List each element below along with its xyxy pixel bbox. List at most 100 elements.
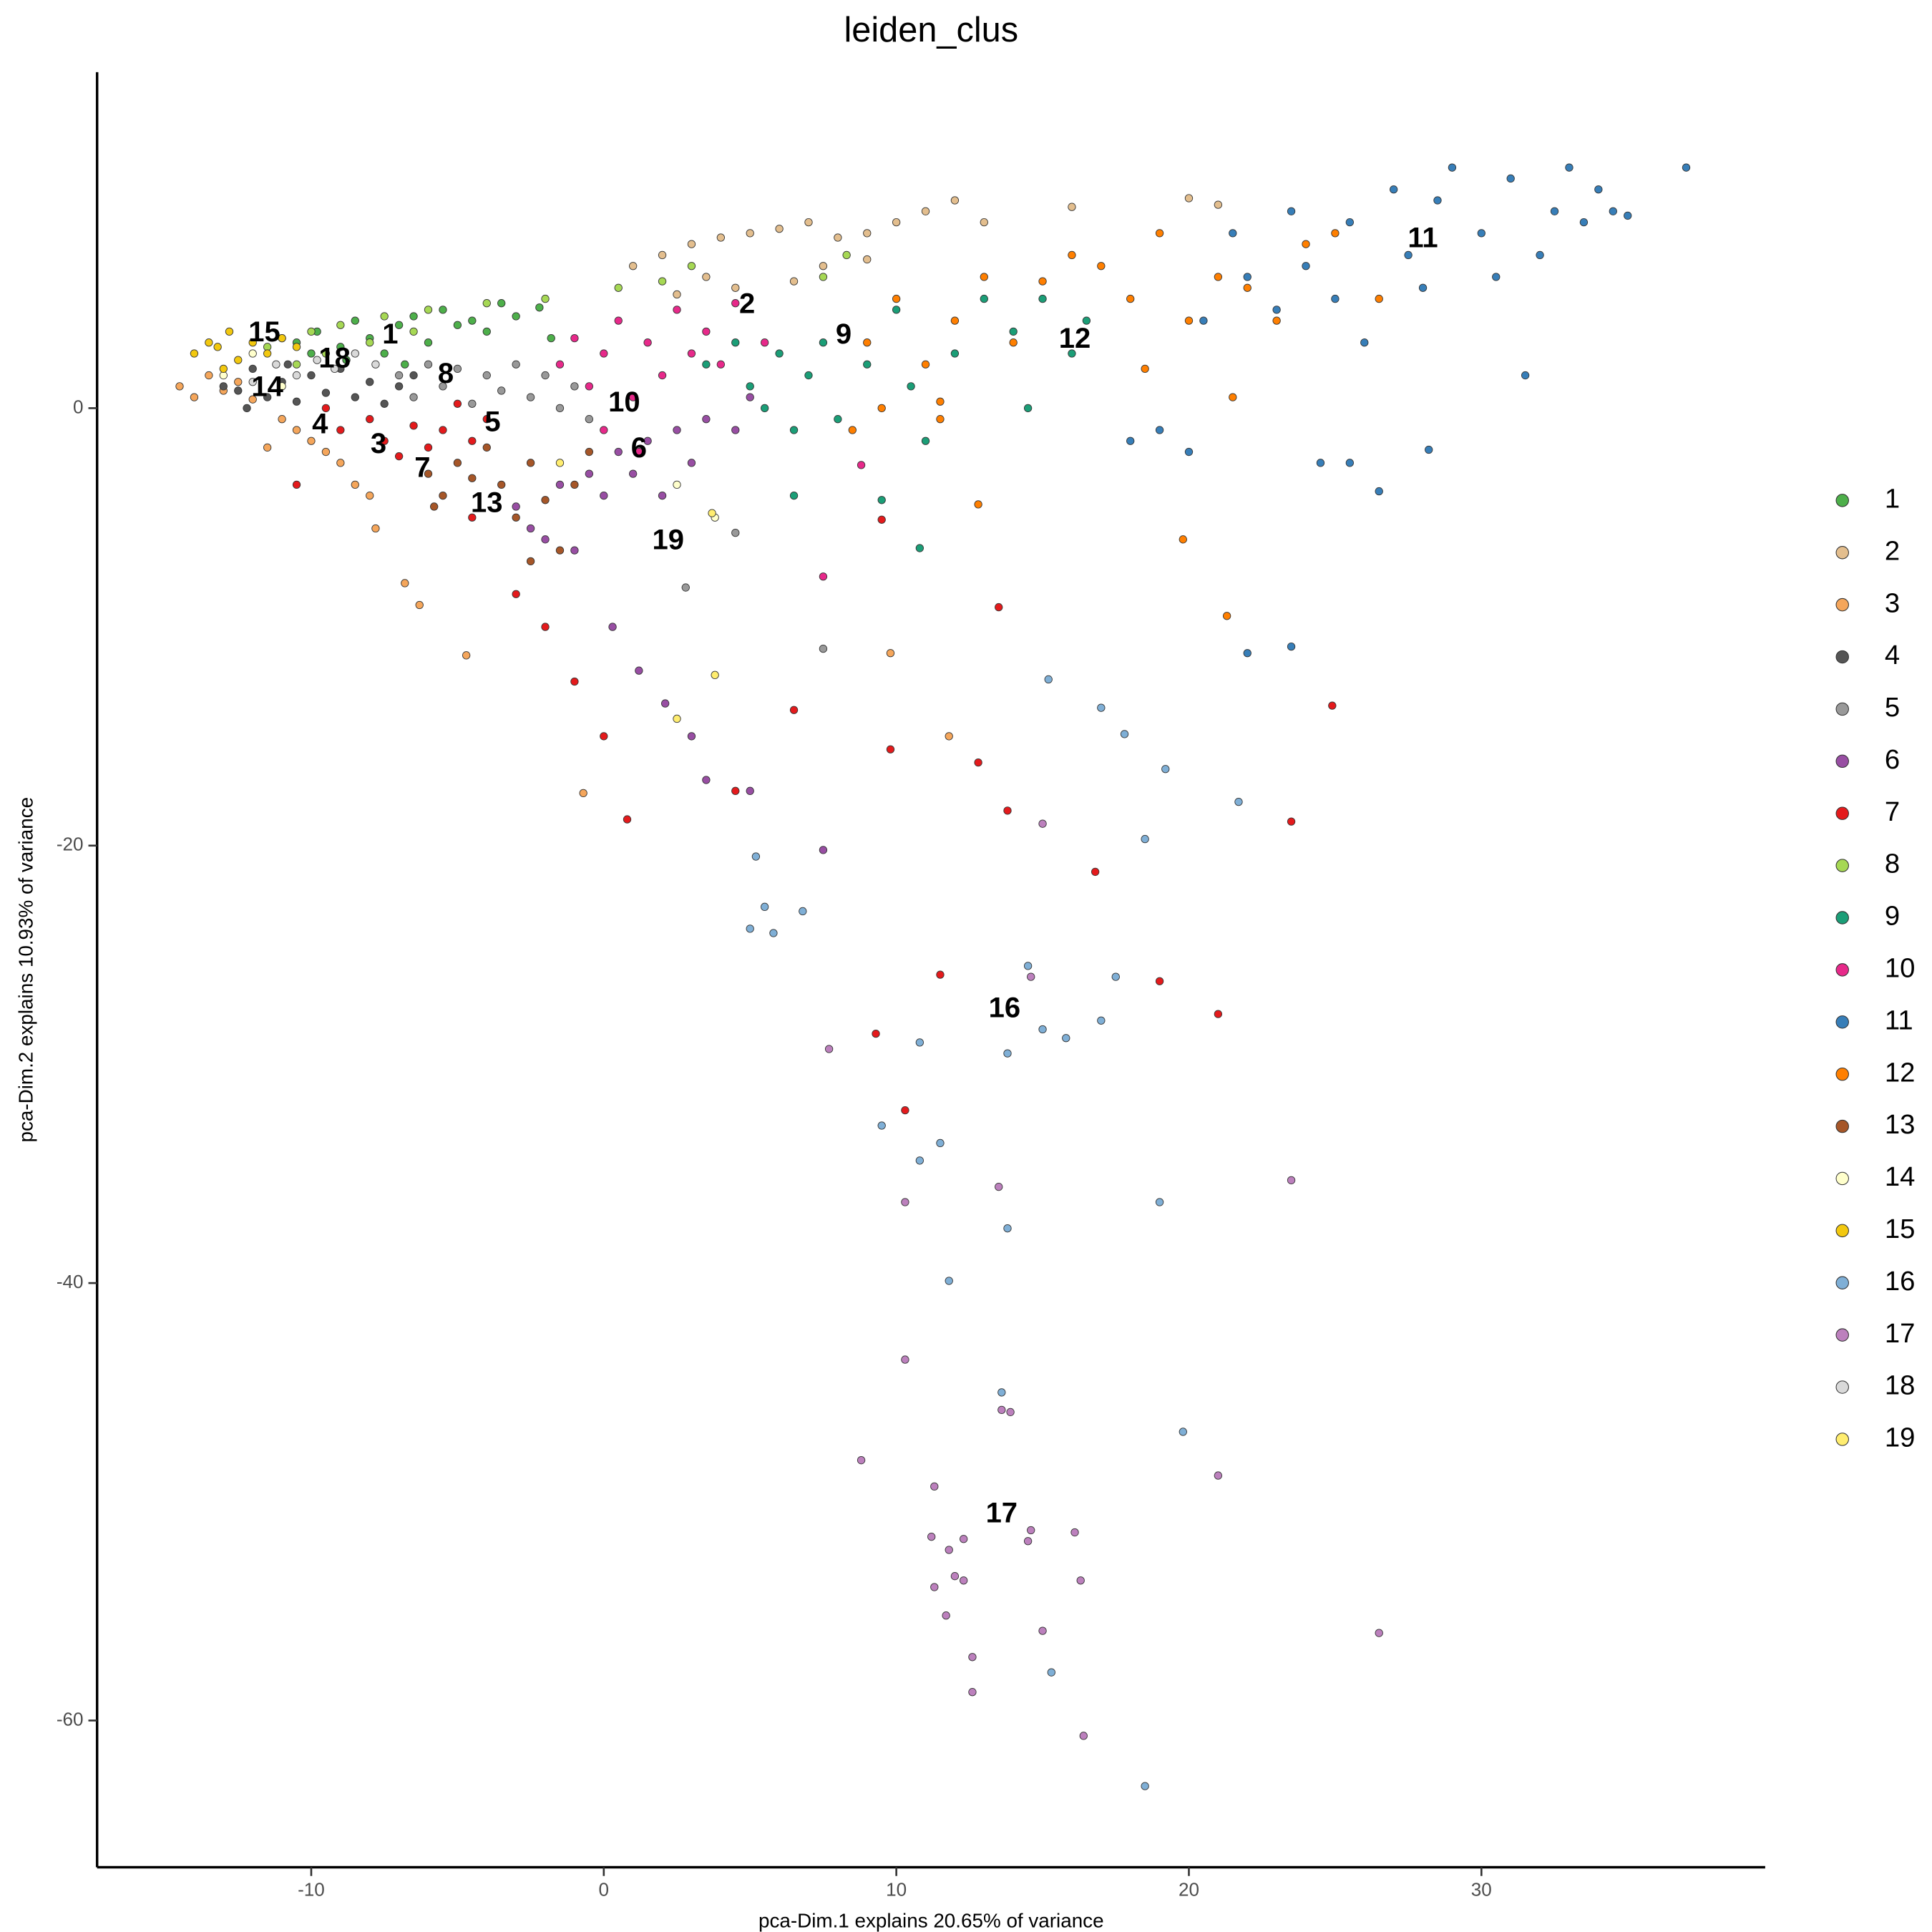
data-point bbox=[1141, 834, 1149, 844]
data-point bbox=[439, 492, 447, 500]
legend-label: 14 bbox=[1885, 1161, 1916, 1192]
data-point bbox=[1038, 1025, 1047, 1034]
data-point bbox=[1184, 447, 1194, 457]
data-point bbox=[848, 426, 857, 434]
data-point bbox=[570, 333, 579, 343]
data-point bbox=[351, 349, 359, 358]
data-point bbox=[886, 649, 895, 658]
data-point bbox=[1243, 283, 1252, 292]
legend-key bbox=[1835, 702, 1849, 716]
data-point bbox=[366, 338, 374, 347]
data-point bbox=[1214, 200, 1223, 209]
data-point bbox=[886, 745, 895, 753]
data-point bbox=[380, 399, 389, 408]
data-point bbox=[635, 666, 643, 675]
data-point bbox=[945, 732, 953, 741]
data-point bbox=[497, 299, 506, 308]
data-point bbox=[248, 364, 257, 374]
data-point bbox=[997, 1405, 1006, 1415]
x-axis-label: pca-Dim.1 explains 20.65% of variance bbox=[758, 1909, 1104, 1931]
data-point bbox=[702, 415, 711, 424]
data-point bbox=[307, 436, 316, 445]
data-point bbox=[351, 316, 359, 325]
data-point bbox=[205, 338, 213, 347]
data-point bbox=[921, 207, 930, 215]
data-point bbox=[526, 459, 535, 467]
data-point bbox=[877, 404, 886, 413]
data-point bbox=[292, 480, 301, 489]
data-point bbox=[1006, 1407, 1015, 1417]
data-point bbox=[1038, 277, 1047, 286]
data-point bbox=[1155, 426, 1164, 434]
data-point bbox=[863, 229, 872, 238]
data-point bbox=[892, 218, 901, 227]
data-point bbox=[366, 415, 374, 424]
data-point bbox=[819, 846, 828, 854]
data-point bbox=[462, 651, 471, 660]
data-point bbox=[1375, 294, 1383, 303]
legend-key bbox=[1835, 911, 1849, 924]
cluster-label: 10 bbox=[608, 386, 640, 418]
data-point bbox=[1070, 1528, 1079, 1537]
legend-label: 6 bbox=[1885, 744, 1900, 775]
data-point bbox=[907, 382, 915, 391]
data-point bbox=[541, 371, 550, 380]
data-point bbox=[585, 469, 594, 478]
data-point bbox=[1047, 1668, 1055, 1677]
data-point bbox=[863, 360, 872, 369]
data-point bbox=[292, 343, 301, 351]
data-point bbox=[219, 364, 228, 374]
data-point bbox=[834, 233, 842, 242]
data-point bbox=[409, 312, 418, 321]
data-point bbox=[415, 600, 424, 610]
data-point bbox=[424, 469, 433, 478]
legend-label: 2 bbox=[1885, 535, 1900, 566]
data-point bbox=[834, 415, 842, 424]
data-point bbox=[336, 321, 345, 329]
cluster-label: 18 bbox=[318, 343, 351, 374]
data-point bbox=[1287, 817, 1296, 826]
data-point bbox=[1316, 459, 1325, 467]
chart-title: leiden_clus bbox=[844, 11, 1018, 49]
data-point bbox=[409, 421, 418, 430]
data-point bbox=[526, 557, 535, 566]
data-point bbox=[380, 312, 389, 321]
data-point bbox=[394, 382, 404, 391]
data-point bbox=[673, 290, 681, 299]
cluster-label: 19 bbox=[652, 524, 684, 555]
data-point bbox=[789, 277, 799, 286]
data-point bbox=[658, 371, 667, 380]
data-point bbox=[775, 349, 784, 358]
data-point bbox=[482, 443, 491, 452]
data-point bbox=[687, 459, 696, 467]
legend-key bbox=[1835, 1328, 1849, 1342]
data-point bbox=[234, 356, 243, 364]
data-point bbox=[468, 399, 477, 408]
data-point bbox=[1003, 1224, 1012, 1233]
data-point bbox=[1068, 250, 1076, 260]
data-point bbox=[915, 1156, 924, 1165]
data-point bbox=[1243, 273, 1252, 281]
data-point bbox=[623, 815, 632, 824]
data-point bbox=[283, 360, 292, 369]
data-point bbox=[1079, 1732, 1088, 1740]
data-point bbox=[872, 1029, 880, 1038]
cluster-label: 7 bbox=[414, 452, 430, 484]
data-point bbox=[1126, 436, 1135, 445]
data-point bbox=[863, 338, 872, 347]
data-point bbox=[1302, 240, 1310, 248]
data-point bbox=[535, 303, 544, 312]
data-point bbox=[968, 1653, 977, 1662]
cluster-label: 12 bbox=[1059, 323, 1091, 354]
data-point bbox=[409, 393, 418, 401]
legend-label: 4 bbox=[1885, 640, 1900, 670]
legend-key bbox=[1835, 1067, 1849, 1081]
data-point bbox=[1287, 642, 1296, 651]
data-point bbox=[775, 225, 784, 233]
data-point bbox=[980, 294, 988, 303]
data-point bbox=[547, 333, 555, 343]
data-point bbox=[921, 436, 930, 445]
data-point bbox=[1009, 338, 1018, 347]
data-point bbox=[1179, 535, 1187, 544]
data-point bbox=[824, 1045, 834, 1053]
